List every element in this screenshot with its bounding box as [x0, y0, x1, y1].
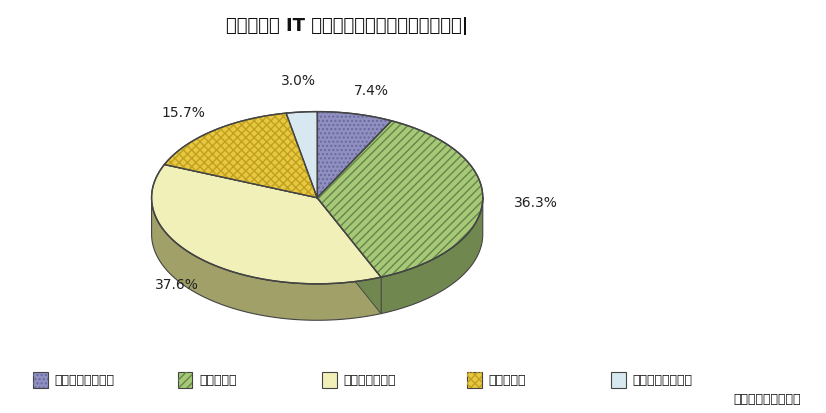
Text: 関心がない: 関心がない — [488, 373, 525, 386]
Text: 図５．最新 IT ツールへの関心度（単数回答）|: 図５．最新 IT ツールへの関心度（単数回答）| — [225, 17, 468, 34]
Text: とても関心がある: とても関心がある — [55, 373, 115, 386]
Text: 3.0%: 3.0% — [281, 74, 316, 88]
Polygon shape — [317, 198, 381, 314]
Text: 7.4%: 7.4% — [354, 84, 389, 98]
Text: 37.6%: 37.6% — [154, 277, 198, 291]
Polygon shape — [317, 112, 392, 198]
Polygon shape — [286, 112, 317, 198]
Text: 36.3%: 36.3% — [514, 195, 558, 209]
Text: どちらでもない: どちらでもない — [344, 373, 396, 386]
Polygon shape — [152, 165, 381, 284]
Text: 15.7%: 15.7% — [162, 106, 206, 120]
Polygon shape — [317, 121, 482, 278]
Polygon shape — [381, 198, 482, 314]
Text: 矢野経済研究所作成: 矢野経済研究所作成 — [733, 392, 801, 405]
Polygon shape — [317, 198, 381, 314]
Polygon shape — [164, 114, 317, 198]
Text: とても関心がない: とても関心がない — [633, 373, 693, 386]
Text: 関心がある: 関心がある — [199, 373, 236, 386]
Polygon shape — [152, 199, 381, 320]
